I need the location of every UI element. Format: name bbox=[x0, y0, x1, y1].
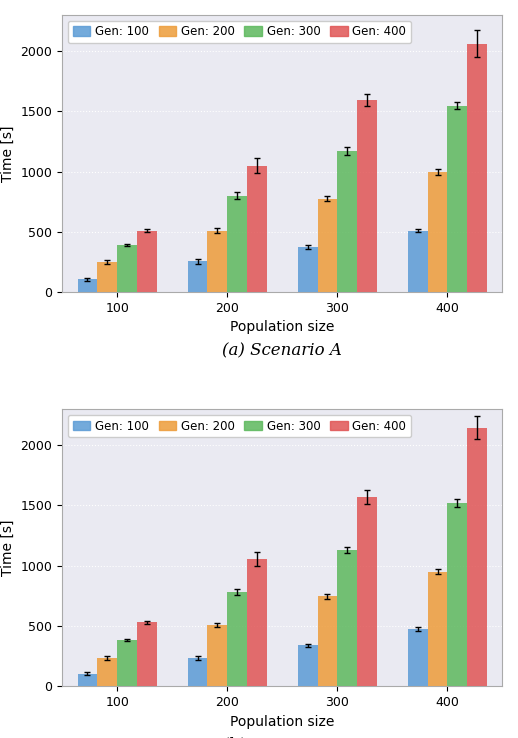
Bar bbox=[227, 196, 247, 292]
Bar bbox=[337, 151, 357, 292]
Bar bbox=[467, 44, 487, 292]
X-axis label: Population size: Population size bbox=[230, 714, 335, 728]
Bar bbox=[428, 171, 448, 292]
Bar bbox=[78, 280, 97, 292]
Bar bbox=[408, 629, 428, 686]
Bar bbox=[357, 100, 377, 292]
Bar bbox=[337, 550, 357, 686]
Bar bbox=[188, 658, 207, 686]
Bar bbox=[137, 622, 157, 686]
Bar bbox=[207, 625, 227, 686]
Bar bbox=[318, 596, 337, 686]
Bar bbox=[117, 245, 137, 292]
Bar bbox=[467, 427, 487, 686]
X-axis label: Population size: Population size bbox=[230, 320, 335, 334]
Bar bbox=[298, 645, 318, 686]
Bar bbox=[227, 592, 247, 686]
Y-axis label: Time [s]: Time [s] bbox=[1, 125, 15, 182]
Bar bbox=[137, 231, 157, 292]
Bar bbox=[78, 674, 97, 686]
Bar bbox=[448, 503, 467, 686]
Bar bbox=[97, 658, 117, 686]
Bar bbox=[448, 106, 467, 292]
Bar bbox=[97, 262, 117, 292]
Bar bbox=[188, 261, 207, 292]
Bar bbox=[318, 199, 337, 292]
Legend: Gen: 100, Gen: 200, Gen: 300, Gen: 400: Gen: 100, Gen: 200, Gen: 300, Gen: 400 bbox=[68, 415, 411, 438]
Y-axis label: Time [s]: Time [s] bbox=[1, 520, 15, 576]
Bar bbox=[298, 247, 318, 292]
Bar bbox=[357, 497, 377, 686]
Text: (b) Scenario B: (b) Scenario B bbox=[222, 737, 343, 738]
Bar bbox=[247, 559, 267, 686]
Bar bbox=[428, 572, 448, 686]
Bar bbox=[247, 165, 267, 292]
Legend: Gen: 100, Gen: 200, Gen: 300, Gen: 400: Gen: 100, Gen: 200, Gen: 300, Gen: 400 bbox=[68, 21, 411, 43]
Bar bbox=[408, 231, 428, 292]
Text: (a) Scenario A: (a) Scenario A bbox=[222, 342, 342, 359]
Bar bbox=[207, 231, 227, 292]
Bar bbox=[117, 640, 137, 686]
